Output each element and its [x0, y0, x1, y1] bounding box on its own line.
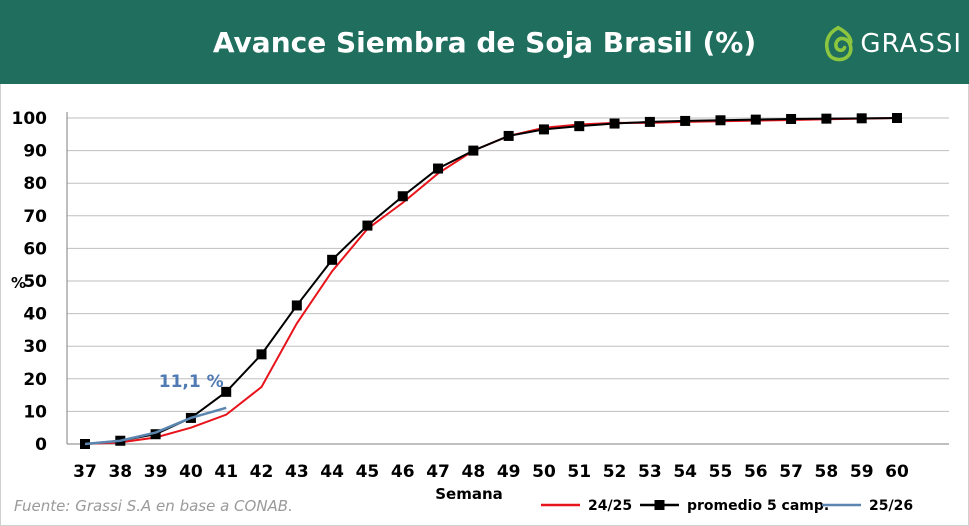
- data-point-marker: [856, 113, 867, 124]
- y-tick-label: 60: [23, 239, 47, 259]
- x-axis-label: Semana: [435, 485, 503, 503]
- data-point-marker: [468, 145, 479, 156]
- data-point-marker: [644, 116, 655, 127]
- x-tick-label: 56: [744, 462, 768, 482]
- x-tick-label: 55: [709, 462, 733, 482]
- data-point-marker: [715, 115, 726, 126]
- source-note: Fuente: Grassi S.A en base a CONAB.: [14, 497, 293, 515]
- data-point-marker: [327, 254, 338, 265]
- x-tick-label: 41: [214, 462, 238, 482]
- header-bar: [0, 0, 969, 84]
- x-tick-label: 37: [73, 462, 97, 482]
- leaf-logo-icon: [825, 26, 853, 62]
- y-tick-label: 50: [23, 272, 47, 292]
- data-point-marker: [362, 220, 373, 231]
- data-point-marker: [397, 191, 408, 202]
- x-tick-label: 38: [108, 462, 132, 482]
- x-tick-label: 48: [462, 462, 486, 482]
- x-tick-label: 58: [815, 462, 839, 482]
- x-tick-label: 53: [638, 462, 662, 482]
- x-tick-label: 51: [567, 462, 591, 482]
- y-tick-label: 20: [23, 370, 47, 390]
- legend-label-2: promedio 5 camp.: [687, 498, 829, 514]
- y-tick-label: 100: [12, 109, 48, 129]
- x-tick-label: 60: [885, 462, 909, 482]
- x-tick-label: 43: [285, 462, 309, 482]
- y-tick-label: 70: [23, 207, 47, 227]
- x-tick-label: 54: [673, 462, 697, 482]
- annotation-label: 11,1 %: [159, 372, 224, 392]
- x-tick-label: 45: [356, 462, 380, 482]
- legend-label-1: 24/25: [588, 498, 632, 514]
- y-tick-label: 10: [23, 402, 47, 422]
- data-point-marker: [680, 115, 691, 126]
- data-point-marker: [503, 130, 514, 141]
- x-tick-label: 39: [144, 462, 168, 482]
- series-line-3: [84, 406, 227, 446]
- data-point-marker: [150, 429, 161, 440]
- data-point-marker: [574, 121, 585, 132]
- series-line-2: [84, 117, 898, 445]
- y-tick-label: 30: [23, 337, 47, 357]
- x-tick-label: 49: [497, 462, 521, 482]
- data-point-marker: [892, 113, 902, 123]
- y-tick-label: 80: [23, 174, 47, 194]
- x-tick-label: 44: [320, 462, 344, 482]
- y-tick-label: 40: [23, 305, 47, 325]
- chart-title: Avance Siembra de Soja Brasil (%): [212, 25, 757, 59]
- data-point-marker: [291, 300, 302, 311]
- legend-label-3: 25/26: [869, 498, 913, 514]
- data-point-marker: [821, 113, 832, 124]
- data-point-marker: [433, 163, 444, 174]
- data-point-marker: [609, 118, 620, 129]
- data-point-marker: [538, 124, 549, 135]
- y-tick-label: 0: [35, 435, 47, 455]
- y-axis-label: %: [11, 274, 26, 292]
- x-tick-label: 57: [779, 462, 803, 482]
- legend-marker: [654, 500, 665, 510]
- data-point-marker: [750, 114, 761, 125]
- data-point-marker: [221, 386, 232, 397]
- x-tick-label: 52: [603, 462, 627, 482]
- brand-logo: GRASSI: [822, 22, 962, 66]
- x-tick-label: 50: [532, 462, 556, 482]
- x-tick-label: 47: [426, 462, 450, 482]
- brand-name: GRASSI: [860, 29, 962, 59]
- data-point-marker: [256, 349, 267, 360]
- y-tick-label: 90: [23, 142, 47, 162]
- x-tick-label: 40: [179, 462, 203, 482]
- x-tick-label: 59: [850, 462, 874, 482]
- data-point-marker: [786, 113, 797, 124]
- x-tick-label: 46: [391, 462, 415, 482]
- x-tick-label: 42: [250, 462, 274, 482]
